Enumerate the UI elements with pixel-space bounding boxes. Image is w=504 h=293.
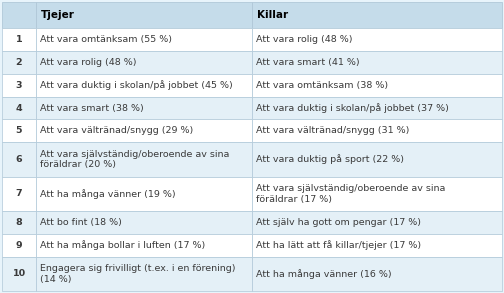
Text: Engagera sig frivilligt (t.ex. i en förening)
(14 %): Engagera sig frivilligt (t.ex. i en före… bbox=[40, 264, 235, 284]
Bar bbox=[36, 97, 252, 120]
Text: Att ha många bollar i luften (17 %): Att ha många bollar i luften (17 %) bbox=[40, 240, 205, 250]
Text: Att ha många vänner (19 %): Att ha många vänner (19 %) bbox=[40, 189, 175, 199]
Text: Tjejer: Tjejer bbox=[41, 10, 75, 20]
Text: 9: 9 bbox=[16, 241, 22, 250]
Text: 7: 7 bbox=[16, 189, 22, 198]
Bar bbox=[36, 177, 252, 211]
Bar bbox=[252, 142, 502, 177]
Text: Att vara rolig (48 %): Att vara rolig (48 %) bbox=[256, 35, 352, 44]
Bar bbox=[252, 120, 502, 142]
Text: Att vara vältränad/snygg (31 %): Att vara vältränad/snygg (31 %) bbox=[256, 126, 409, 135]
Text: Att ha många vänner (16 %): Att ha många vänner (16 %) bbox=[256, 269, 392, 279]
Text: Att vara självständig/oberoende av sina
föräldrar (17 %): Att vara självständig/oberoende av sina … bbox=[256, 184, 446, 204]
Bar bbox=[2, 2, 36, 28]
Bar bbox=[252, 97, 502, 120]
Bar bbox=[36, 28, 252, 51]
Bar bbox=[252, 177, 502, 211]
Bar bbox=[2, 234, 36, 257]
Bar bbox=[252, 74, 502, 97]
Bar bbox=[2, 28, 36, 51]
Bar bbox=[2, 74, 36, 97]
Bar bbox=[36, 74, 252, 97]
Text: 2: 2 bbox=[16, 58, 22, 67]
Bar bbox=[36, 211, 252, 234]
Bar bbox=[252, 2, 502, 28]
Text: 3: 3 bbox=[16, 81, 22, 90]
Text: Att vara smart (41 %): Att vara smart (41 %) bbox=[256, 58, 360, 67]
Bar bbox=[2, 177, 36, 211]
Text: Att vara duktig i skolan/på jobbet (45 %): Att vara duktig i skolan/på jobbet (45 %… bbox=[40, 80, 233, 90]
Text: Att vara smart (38 %): Att vara smart (38 %) bbox=[40, 103, 144, 113]
Text: Att vara duktig i skolan/på jobbet (37 %): Att vara duktig i skolan/på jobbet (37 %… bbox=[256, 103, 449, 113]
Bar bbox=[252, 51, 502, 74]
Bar bbox=[2, 257, 36, 291]
Text: Att själv ha gott om pengar (17 %): Att själv ha gott om pengar (17 %) bbox=[256, 218, 421, 227]
Bar bbox=[2, 120, 36, 142]
Bar bbox=[36, 2, 252, 28]
Text: Att vara självständig/oberoende av sina
föräldrar (20 %): Att vara självständig/oberoende av sina … bbox=[40, 150, 229, 169]
Text: Att vara omtänksam (38 %): Att vara omtänksam (38 %) bbox=[256, 81, 388, 90]
Bar bbox=[252, 234, 502, 257]
Text: Att vara omtänksam (55 %): Att vara omtänksam (55 %) bbox=[40, 35, 172, 44]
Text: 10: 10 bbox=[13, 269, 26, 278]
Text: 5: 5 bbox=[16, 126, 22, 135]
Bar bbox=[252, 28, 502, 51]
Bar bbox=[2, 142, 36, 177]
Bar bbox=[2, 97, 36, 120]
Bar bbox=[252, 211, 502, 234]
Text: Att vara vältränad/snygg (29 %): Att vara vältränad/snygg (29 %) bbox=[40, 126, 193, 135]
Bar bbox=[2, 211, 36, 234]
Bar bbox=[36, 257, 252, 291]
Bar bbox=[2, 51, 36, 74]
Text: Att vara duktig på sport (22 %): Att vara duktig på sport (22 %) bbox=[256, 155, 404, 164]
Text: Att vara rolig (48 %): Att vara rolig (48 %) bbox=[40, 58, 137, 67]
Text: 4: 4 bbox=[16, 103, 22, 113]
Text: Killar: Killar bbox=[257, 10, 288, 20]
Text: 6: 6 bbox=[16, 155, 22, 164]
Text: Att ha lätt att få killar/tjejer (17 %): Att ha lätt att få killar/tjejer (17 %) bbox=[256, 240, 421, 250]
Text: 8: 8 bbox=[16, 218, 22, 227]
Bar bbox=[36, 51, 252, 74]
Bar bbox=[36, 142, 252, 177]
Text: 1: 1 bbox=[16, 35, 22, 44]
Bar bbox=[252, 257, 502, 291]
Bar bbox=[36, 234, 252, 257]
Text: Att bo fint (18 %): Att bo fint (18 %) bbox=[40, 218, 122, 227]
Bar bbox=[36, 120, 252, 142]
